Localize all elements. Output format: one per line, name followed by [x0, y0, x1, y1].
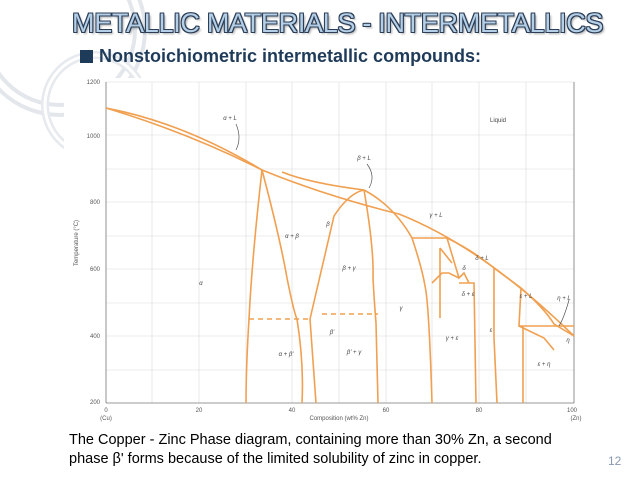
label-eta: η	[566, 338, 570, 344]
label-alpha-l: α + L	[223, 116, 237, 122]
caption-line-2: phase β' forms because of the limited so…	[69, 451, 482, 467]
y-tick-800: 800	[90, 200, 101, 206]
bullet-text: Nonstoichiometric intermetallic compound…	[99, 46, 482, 66]
label-eps: ε	[490, 328, 493, 334]
label-beta-l: β + L	[356, 156, 371, 162]
y-tick-1000: 1000	[87, 134, 101, 140]
label-eps-eta: ε + η	[538, 362, 551, 368]
axes	[105, 82, 575, 404]
caption-line-1: The Copper - Zinc Phase diagram, contain…	[69, 432, 552, 448]
label-alpha-beta: α + β	[285, 234, 299, 240]
slide-title: METALLIC MATERIALS - INTERMETALLICS	[72, 8, 604, 38]
label-eta-l: η + L	[557, 296, 571, 302]
bullet-point: Nonstoichiometric intermetallic compound…	[80, 46, 481, 67]
label-betap: β'	[329, 330, 335, 336]
x-tick-0: 0	[104, 408, 108, 414]
label-liquid: Liquid	[490, 118, 506, 124]
y-tick-200: 200	[90, 400, 101, 406]
x-axis-label: Composition (wt% Zn)	[309, 416, 368, 422]
label-delta: δ	[462, 266, 466, 272]
label-alpha: α	[199, 281, 203, 287]
label-alpha-betap: α + β'	[279, 352, 295, 358]
region-labels: Liquid α + L β + L γ + L δ + L ε + L η +…	[199, 116, 570, 368]
label-gamma-l: γ + L	[429, 213, 442, 219]
label-beta-gamma: β + γ	[341, 266, 356, 272]
x-tick-60: 60	[383, 408, 390, 414]
label-gamma: γ	[400, 306, 404, 312]
page-number: 12	[608, 454, 622, 468]
phase-diagram-svg: 1200 1000 800 600 400 200 Temperature (°…	[74, 80, 582, 422]
x-end-left: (Cu)	[100, 416, 112, 422]
y-tick-400: 400	[90, 334, 101, 340]
y-axis-label: Temperature (°C)	[74, 220, 80, 266]
phase-boundaries	[105, 107, 575, 404]
bullet-square-icon	[80, 50, 93, 63]
figure-caption: The Copper - Zinc Phase diagram, contain…	[69, 431, 552, 469]
y-tick-600: 600	[90, 267, 101, 273]
phase-diagram: 1200 1000 800 600 400 200 Temperature (°…	[64, 78, 582, 426]
x-tick-40: 40	[289, 408, 296, 414]
label-gamma-eps: γ + ε	[446, 336, 459, 342]
label-delta-eps: δ + ε	[462, 292, 475, 298]
label-delta-l: δ + L	[475, 256, 489, 262]
x-tick-80: 80	[476, 408, 483, 414]
label-epsilon-l: ε + L	[520, 294, 533, 300]
x-tick-labels: 0 20 40 60 80 100 (Cu) (Zn) Composition …	[100, 408, 581, 422]
grid	[106, 81, 574, 403]
x-tick-100: 100	[567, 408, 578, 414]
dashed-transitions	[249, 313, 378, 320]
label-arrows	[235, 123, 570, 327]
y-tick-labels: 1200 1000 800 600 400 200	[87, 80, 101, 406]
x-tick-20: 20	[196, 408, 203, 414]
label-betap-gamma: β' + γ	[346, 350, 362, 356]
x-end-right: (Zn)	[571, 416, 582, 422]
label-beta: β	[325, 222, 330, 228]
y-tick-1200: 1200	[87, 80, 101, 86]
